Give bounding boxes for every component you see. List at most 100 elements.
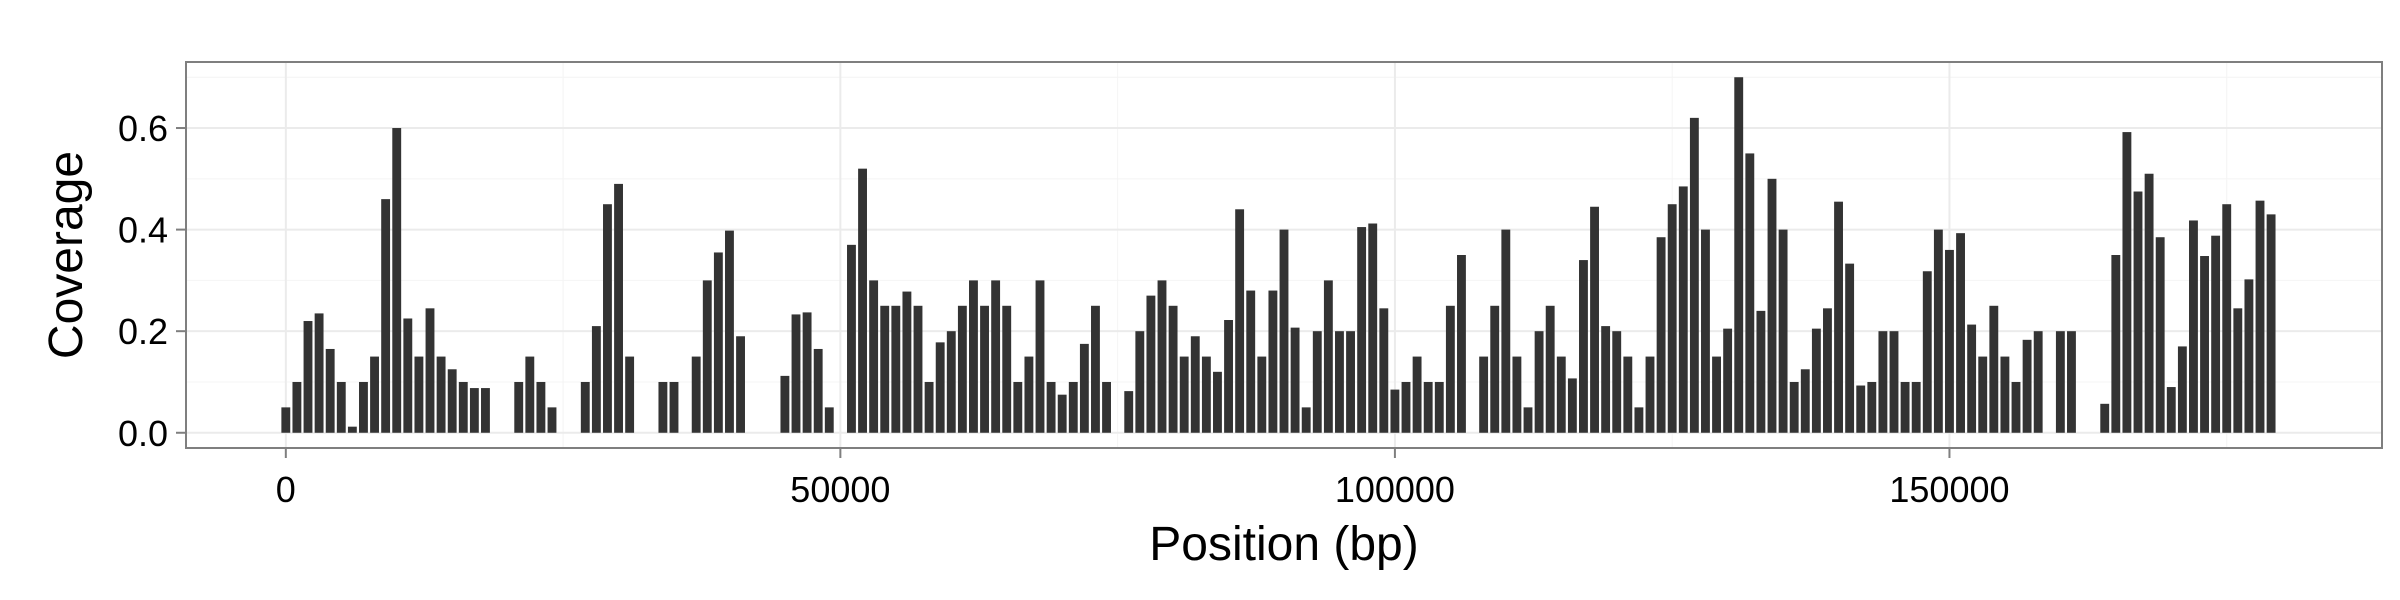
bar	[1900, 381, 1910, 433]
bar	[1712, 356, 1721, 433]
bar	[1224, 320, 1233, 433]
bar	[1246, 290, 1256, 433]
bar	[547, 407, 557, 433]
y-tick-label: 0.2	[118, 311, 168, 352]
bar	[802, 312, 812, 433]
bar	[347, 426, 357, 433]
bar	[902, 291, 912, 433]
bar	[2011, 381, 2021, 433]
bar	[935, 342, 945, 433]
bar	[1157, 280, 1167, 433]
bar	[1556, 356, 1566, 433]
panel-border	[185, 61, 2383, 449]
bar	[625, 356, 635, 433]
bar	[1579, 260, 1588, 433]
bar	[370, 356, 379, 433]
bar	[1124, 391, 1134, 433]
bar	[880, 305, 890, 433]
bar	[1911, 381, 1921, 433]
bar	[1423, 381, 1433, 433]
bar	[1401, 381, 1411, 433]
bar	[1501, 229, 1511, 433]
bar	[591, 326, 601, 433]
bar	[2244, 279, 2254, 433]
bar	[1823, 308, 1832, 433]
bar	[1789, 381, 1799, 433]
bar	[1878, 331, 1888, 433]
bar	[1767, 178, 1777, 433]
bar	[458, 381, 468, 433]
bar	[2033, 331, 2043, 433]
bar	[813, 348, 823, 433]
bar	[359, 381, 368, 433]
bar	[614, 183, 623, 433]
bar	[1024, 356, 1034, 433]
x-axis-ticks: 0 50000 100000 150000	[276, 448, 2010, 510]
bar	[1035, 280, 1045, 433]
bar	[1190, 336, 1200, 433]
y-tick-label: 0.4	[118, 210, 168, 251]
bar	[1412, 356, 1422, 433]
bar	[1534, 331, 1544, 433]
bar	[1301, 407, 1311, 433]
bar	[780, 375, 790, 433]
bar	[1002, 305, 1012, 433]
bar	[1390, 389, 1400, 433]
y-axis-title: Coverage	[40, 151, 93, 359]
bar	[1213, 371, 1222, 433]
bar	[1678, 186, 1688, 433]
bar	[969, 280, 978, 433]
bar	[2000, 356, 2010, 433]
bar	[392, 128, 402, 433]
bar	[2144, 173, 2154, 433]
y-axis-ticks: 0.0 0.2 0.4 0.6	[118, 108, 186, 454]
bar	[2111, 255, 2121, 433]
bar	[1734, 77, 1744, 433]
bar	[1956, 233, 1965, 433]
bar	[946, 331, 956, 433]
bar	[924, 381, 934, 433]
bar	[2133, 191, 2143, 433]
bar	[1201, 356, 1211, 433]
bar	[1079, 343, 1089, 433]
bar	[1335, 331, 1344, 433]
bar	[1667, 204, 1677, 433]
bar	[1346, 331, 1355, 433]
bar	[869, 280, 879, 433]
x-axis-title: Position (bp)	[1149, 518, 1418, 571]
bar	[1135, 331, 1145, 433]
bar	[381, 199, 391, 433]
bar	[1689, 117, 1699, 433]
bar	[1102, 381, 1111, 433]
bar	[991, 280, 1001, 433]
bar	[447, 369, 457, 433]
bar	[691, 356, 701, 433]
bar	[1512, 356, 1522, 433]
bar	[1989, 305, 1999, 433]
bar	[603, 204, 612, 433]
bar	[891, 305, 901, 433]
bar	[2177, 346, 2187, 433]
bar	[1057, 394, 1067, 433]
bar	[725, 230, 734, 433]
bar	[847, 244, 856, 433]
bar	[536, 381, 546, 433]
x-tick-label: 150000	[1889, 469, 2009, 510]
bar	[1357, 227, 1367, 433]
bar	[1645, 356, 1655, 433]
bar	[1312, 331, 1322, 433]
bar	[425, 308, 435, 433]
bar	[1845, 263, 1855, 433]
bar	[1756, 310, 1766, 433]
bar	[1834, 201, 1843, 433]
bar	[858, 168, 867, 433]
bar	[1279, 229, 1289, 433]
bar	[1978, 356, 1988, 433]
bar	[1723, 328, 1733, 433]
bar	[1889, 331, 1899, 433]
bar	[2100, 403, 2110, 433]
bar	[1867, 381, 1877, 433]
bar	[403, 318, 413, 433]
bar	[469, 388, 479, 433]
